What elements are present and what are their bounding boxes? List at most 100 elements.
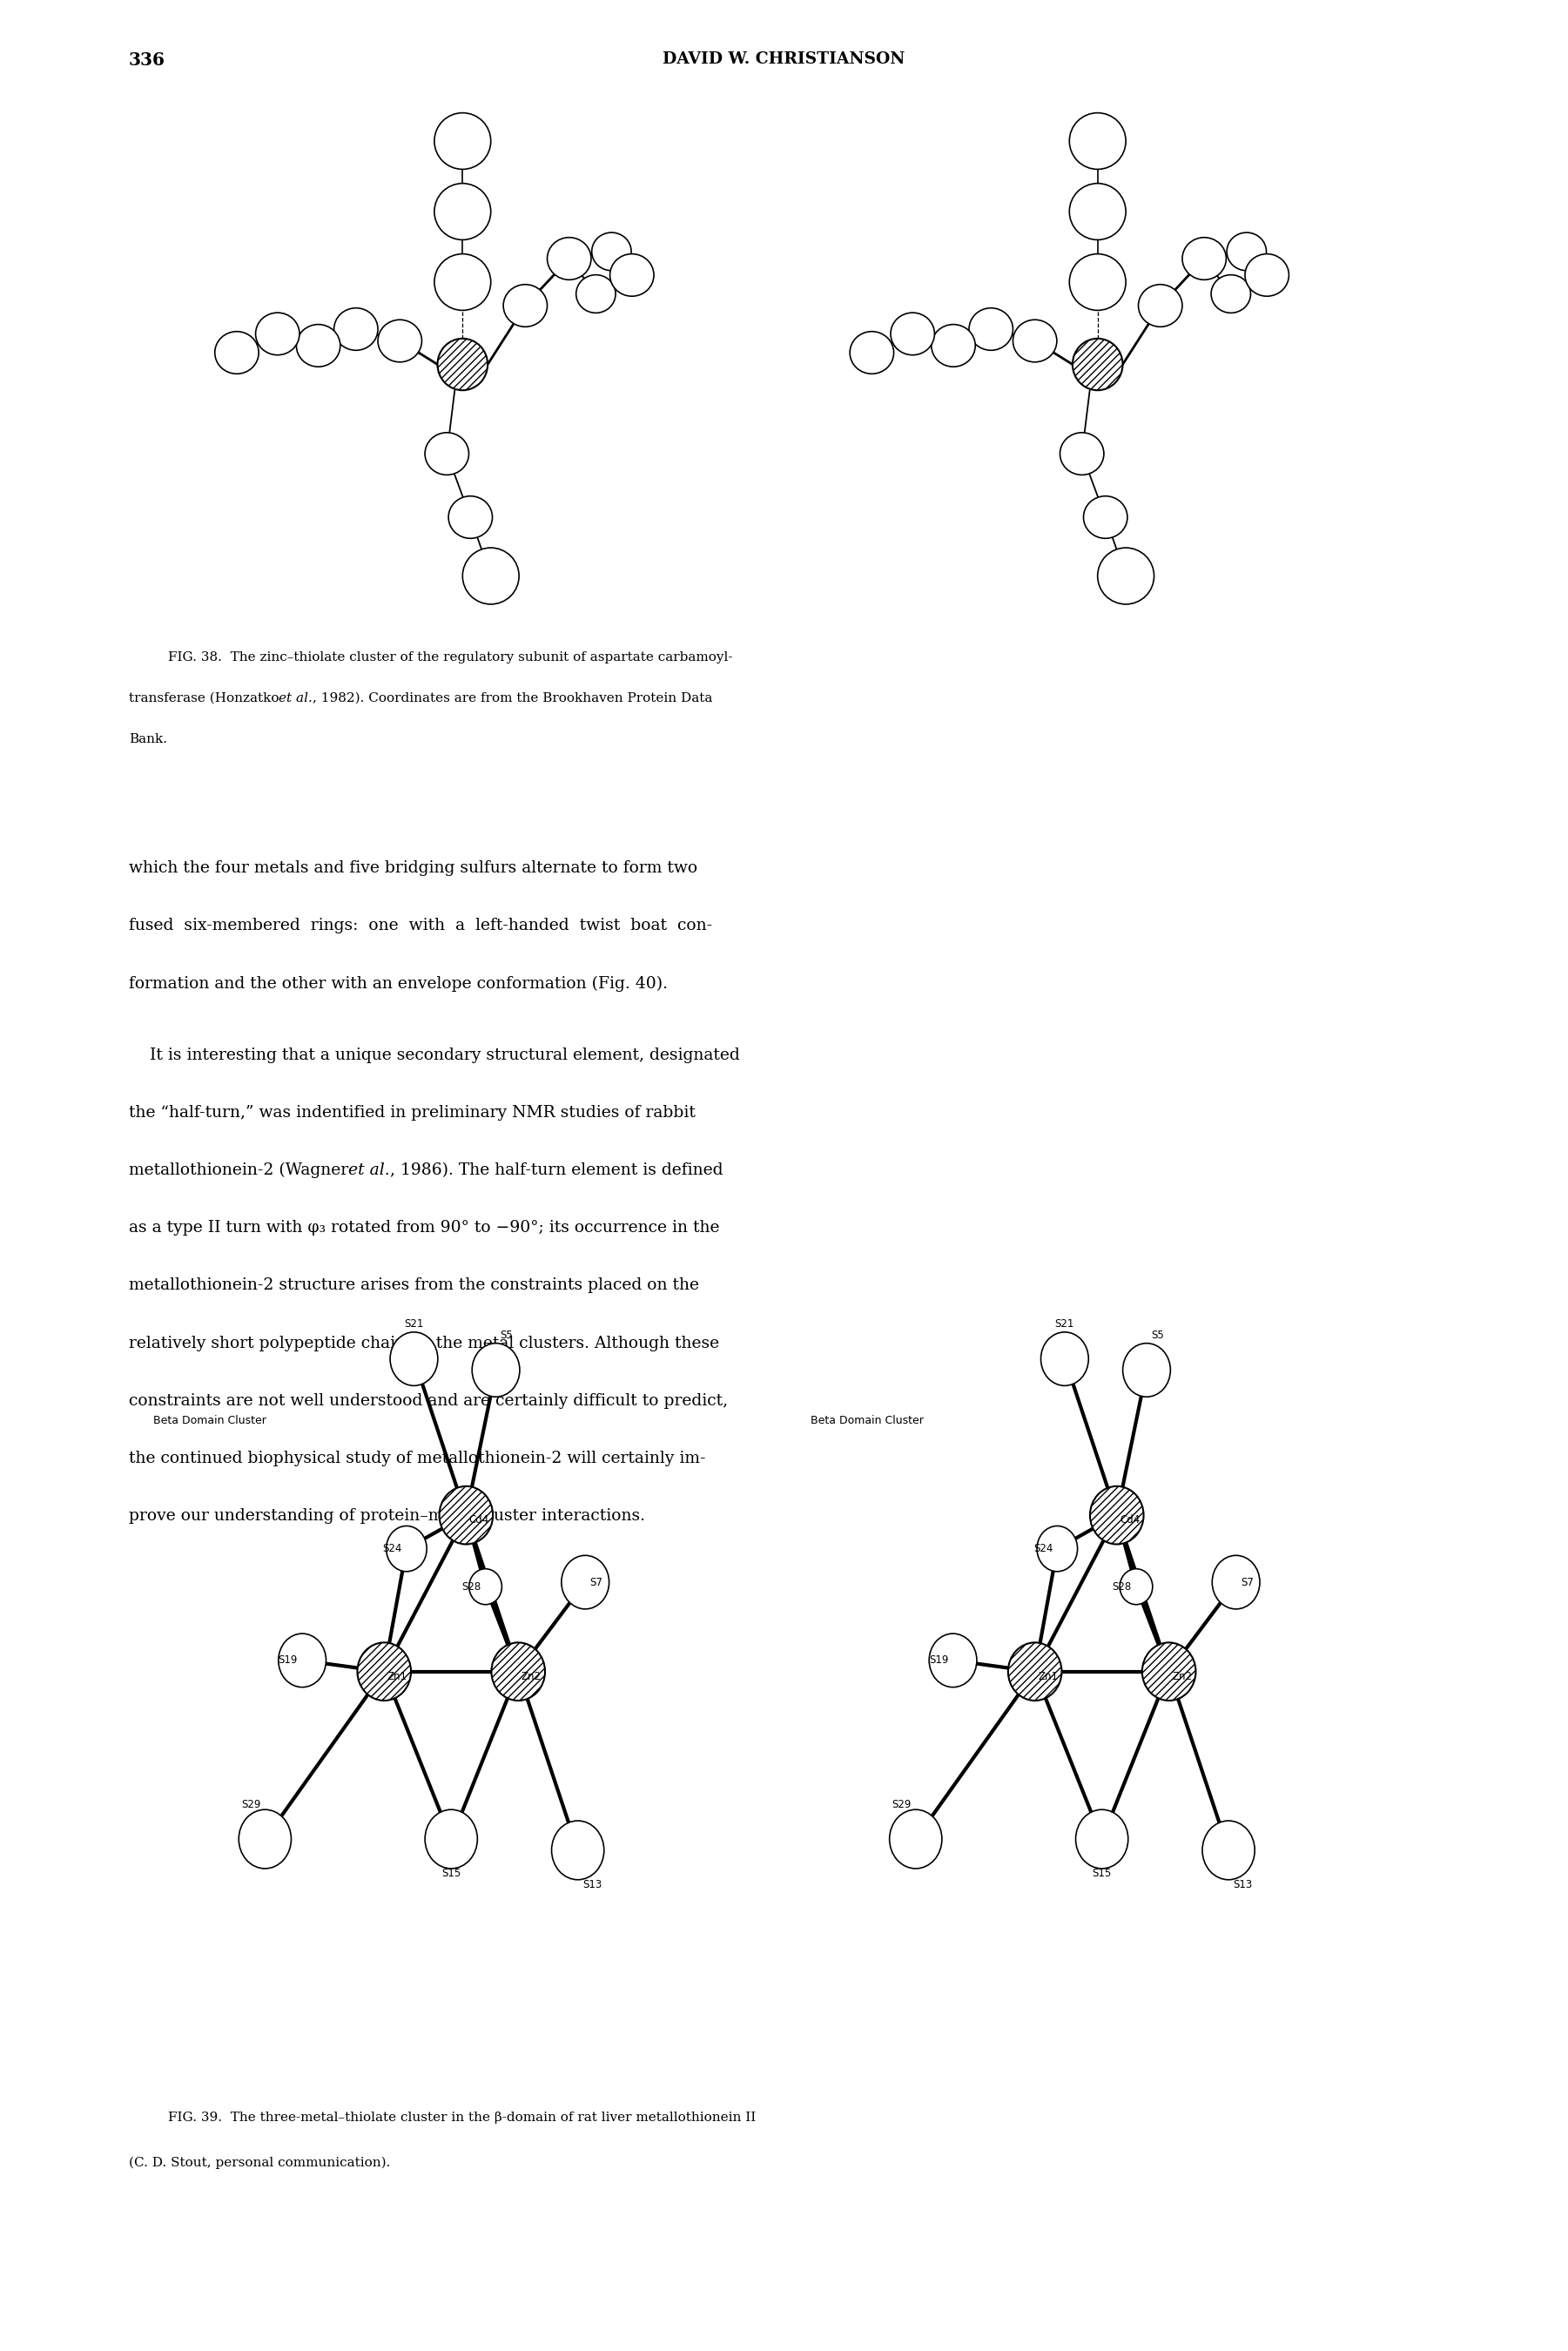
Text: relatively short polypeptide chain by the metal clusters. Although these: relatively short polypeptide chain by th…: [129, 1335, 720, 1352]
Ellipse shape: [238, 1810, 292, 1869]
Text: S5: S5: [500, 1331, 513, 1340]
Ellipse shape: [1138, 284, 1182, 327]
Text: S21: S21: [405, 1319, 423, 1331]
Ellipse shape: [425, 433, 469, 475]
Text: S24: S24: [383, 1542, 401, 1554]
Text: S28: S28: [1112, 1580, 1132, 1592]
Text: transferase (Honzatko: transferase (Honzatko: [129, 691, 279, 705]
Text: the continued biophysical study of metallothionein-2 will certainly im-: the continued biophysical study of metal…: [129, 1451, 706, 1467]
Ellipse shape: [1212, 1556, 1259, 1608]
Ellipse shape: [552, 1820, 604, 1881]
Ellipse shape: [610, 254, 654, 296]
Ellipse shape: [378, 320, 422, 362]
Ellipse shape: [503, 284, 547, 327]
Text: S29: S29: [241, 1799, 260, 1810]
Text: Zn1: Zn1: [387, 1672, 408, 1681]
Ellipse shape: [434, 254, 491, 310]
Text: et al.: et al.: [348, 1164, 390, 1178]
Text: Bank.: Bank.: [129, 734, 166, 745]
Ellipse shape: [547, 237, 591, 280]
Text: Zn2: Zn2: [1171, 1672, 1192, 1681]
Ellipse shape: [448, 496, 492, 538]
Ellipse shape: [1120, 1568, 1152, 1603]
Ellipse shape: [1142, 1643, 1196, 1700]
Ellipse shape: [931, 324, 975, 367]
Text: FIG. 39.  The three-metal–thiolate cluster in the β-domain of rat liver metallot: FIG. 39. The three-metal–thiolate cluste…: [168, 2111, 756, 2123]
Text: prove our understanding of protein–metal cluster interactions.: prove our understanding of protein–metal…: [129, 1509, 644, 1523]
Ellipse shape: [1036, 1526, 1077, 1570]
Text: S19: S19: [278, 1655, 298, 1667]
Text: et al.: et al.: [279, 691, 312, 705]
Text: 336: 336: [129, 52, 165, 68]
Ellipse shape: [437, 339, 488, 390]
Ellipse shape: [390, 1333, 437, 1385]
Ellipse shape: [1245, 254, 1289, 296]
Text: S21: S21: [1055, 1319, 1074, 1331]
Text: as a type II turn with φ₃ rotated from 90° to −90°; its occurrence in the: as a type II turn with φ₃ rotated from 9…: [129, 1220, 720, 1237]
Ellipse shape: [1226, 233, 1267, 270]
Text: (C. D. Stout, personal communication).: (C. D. Stout, personal communication).: [129, 2156, 390, 2170]
Text: S24: S24: [1033, 1542, 1052, 1554]
Text: DAVID W. CHRISTIANSON: DAVID W. CHRISTIANSON: [663, 52, 905, 68]
Ellipse shape: [425, 1810, 477, 1869]
Ellipse shape: [296, 324, 340, 367]
Text: formation and the other with an envelope conformation (Fig. 40).: formation and the other with an envelope…: [129, 976, 668, 992]
Text: S29: S29: [892, 1799, 911, 1810]
Ellipse shape: [386, 1526, 426, 1570]
Text: S28: S28: [461, 1580, 481, 1592]
Text: , 1986). The half-turn element is defined: , 1986). The half-turn element is define…: [390, 1164, 723, 1178]
Ellipse shape: [1069, 254, 1126, 310]
Text: constraints are not well understood and are certainly difficult to predict,: constraints are not well understood and …: [129, 1392, 728, 1408]
Text: Cd4: Cd4: [469, 1514, 489, 1526]
Ellipse shape: [1203, 1820, 1254, 1881]
Ellipse shape: [491, 1643, 546, 1700]
Ellipse shape: [1123, 1342, 1170, 1396]
Text: fused  six-membered  rings:  one  with  a  left-handed  twist  boat  con-: fused six-membered rings: one with a lef…: [129, 917, 712, 933]
Ellipse shape: [469, 1568, 502, 1603]
Text: Zn1: Zn1: [1038, 1672, 1058, 1681]
Text: S5: S5: [1151, 1331, 1163, 1340]
Ellipse shape: [279, 1634, 326, 1688]
Ellipse shape: [1041, 1333, 1088, 1385]
Text: Zn2: Zn2: [521, 1672, 541, 1681]
Ellipse shape: [434, 183, 491, 240]
Ellipse shape: [256, 313, 299, 355]
Text: S7: S7: [1240, 1578, 1253, 1587]
Text: S15: S15: [1093, 1869, 1112, 1878]
Text: , 1982). Coordinates are from the Brookhaven Protein Data: , 1982). Coordinates are from the Brookh…: [312, 691, 712, 705]
Ellipse shape: [215, 331, 259, 374]
Text: FIG. 38.  The zinc–thiolate cluster of the regulatory subunit of aspartate carba: FIG. 38. The zinc–thiolate cluster of th…: [168, 651, 732, 663]
Text: It is interesting that a unique secondary structural element, designated: It is interesting that a unique secondar…: [129, 1049, 740, 1063]
Text: S7: S7: [590, 1578, 602, 1587]
Ellipse shape: [850, 331, 894, 374]
Ellipse shape: [591, 233, 632, 270]
Ellipse shape: [1083, 496, 1127, 538]
Text: the “half-turn,” was indentified in preliminary NMR studies of rabbit: the “half-turn,” was indentified in prel…: [129, 1105, 695, 1121]
Text: metallothionein-2 (Wagner: metallothionein-2 (Wagner: [129, 1164, 348, 1178]
Text: Cd4: Cd4: [1120, 1514, 1140, 1526]
Ellipse shape: [334, 308, 378, 350]
Ellipse shape: [889, 1810, 942, 1869]
Ellipse shape: [1182, 237, 1226, 280]
Ellipse shape: [1060, 433, 1104, 475]
Text: S13: S13: [1232, 1878, 1253, 1890]
Ellipse shape: [1090, 1486, 1143, 1545]
Text: S15: S15: [442, 1869, 461, 1878]
Ellipse shape: [1013, 320, 1057, 362]
Text: metallothionein-2 structure arises from the constraints placed on the: metallothionein-2 structure arises from …: [129, 1279, 699, 1293]
Ellipse shape: [1073, 339, 1123, 390]
Ellipse shape: [439, 1486, 492, 1545]
Ellipse shape: [463, 548, 519, 604]
Text: which the four metals and five bridging sulfurs alternate to form two: which the four metals and five bridging …: [129, 860, 698, 877]
Ellipse shape: [1008, 1643, 1062, 1700]
Ellipse shape: [434, 113, 491, 169]
Ellipse shape: [1069, 113, 1126, 169]
Text: S19: S19: [928, 1655, 949, 1667]
Ellipse shape: [1076, 1810, 1127, 1869]
Text: Beta Domain Cluster: Beta Domain Cluster: [811, 1415, 924, 1427]
Ellipse shape: [358, 1643, 411, 1700]
Ellipse shape: [1069, 183, 1126, 240]
Ellipse shape: [1098, 548, 1154, 604]
Ellipse shape: [1210, 275, 1251, 313]
Ellipse shape: [472, 1342, 519, 1396]
